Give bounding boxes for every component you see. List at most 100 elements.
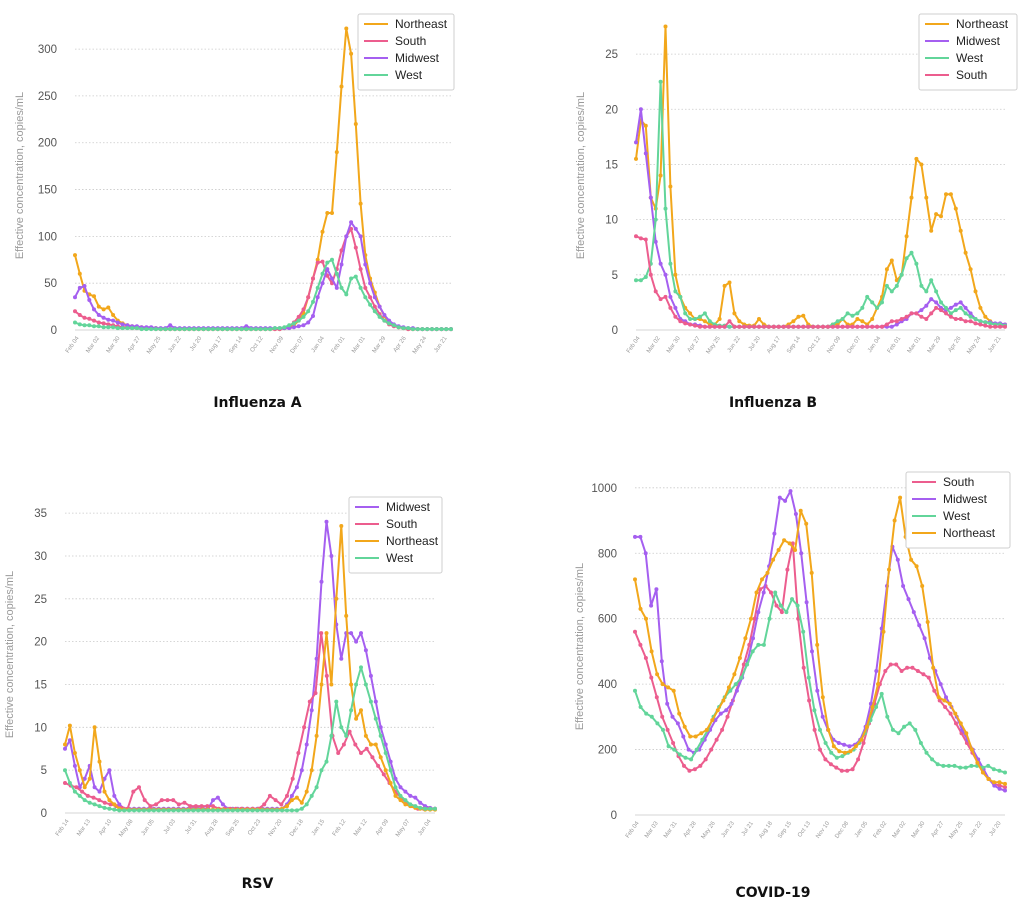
data-point	[654, 587, 659, 592]
data-point	[693, 317, 697, 321]
data-point	[942, 698, 947, 703]
data-point	[151, 808, 156, 813]
data-point	[188, 804, 193, 809]
data-point	[634, 156, 638, 161]
data-point	[638, 606, 643, 611]
data-point	[958, 765, 963, 770]
data-point	[722, 324, 727, 329]
data-point	[727, 324, 732, 329]
data-point	[294, 808, 299, 813]
data-point	[358, 201, 363, 206]
data-point	[341, 742, 346, 747]
data-point	[692, 767, 697, 772]
data-point	[336, 751, 341, 755]
data-point	[643, 151, 648, 156]
x-tick-label: Jan 04	[311, 335, 327, 354]
x-tick-label: Mar 31	[663, 820, 679, 839]
data-point	[97, 804, 102, 809]
data-point	[913, 727, 918, 732]
data-point	[991, 767, 996, 772]
x-tick-label: Sep 25	[225, 818, 241, 838]
data-point	[354, 716, 359, 721]
data-point	[77, 768, 82, 773]
data-point	[773, 590, 778, 595]
covid-19-chart: 0 200 400 600 800 1000 Effective concentration…	[574, 471, 1011, 840]
data-point	[240, 808, 245, 813]
data-point	[876, 682, 880, 687]
data-point	[954, 721, 958, 726]
data-point	[801, 313, 806, 318]
data-point	[781, 324, 786, 329]
data-point	[372, 309, 377, 314]
data-point	[329, 554, 334, 558]
data-point	[693, 734, 698, 739]
data-point	[997, 783, 1002, 788]
data-point	[938, 682, 943, 687]
data-point	[881, 629, 886, 634]
data-point	[728, 688, 733, 693]
data-point	[378, 725, 383, 730]
x-tick-label: Apr 27	[930, 820, 945, 838]
data-point	[671, 688, 676, 693]
data-point	[821, 324, 825, 329]
data-point	[963, 311, 968, 316]
data-point	[963, 305, 968, 310]
data-point	[92, 307, 96, 312]
data-point	[368, 295, 373, 300]
x-tick-label: Aug 17	[766, 335, 782, 355]
data-point	[737, 656, 742, 660]
data-point	[709, 747, 714, 752]
data-point	[391, 323, 396, 328]
legend-label: Northeast	[943, 526, 996, 540]
data-point	[319, 579, 324, 584]
data-point	[253, 327, 258, 332]
data-point	[818, 747, 822, 752]
data-point	[633, 629, 637, 634]
data-point	[884, 283, 889, 288]
legend-label: Midwest	[386, 500, 431, 514]
data-point	[689, 757, 694, 762]
legend-box	[357, 13, 455, 91]
data-point	[80, 789, 85, 794]
data-point	[211, 804, 215, 809]
data-point	[87, 776, 92, 781]
data-point	[63, 742, 67, 747]
data-point	[314, 733, 319, 738]
legend: Midwest South Northeast West	[348, 496, 443, 574]
data-point	[63, 768, 67, 773]
data-point	[870, 705, 875, 709]
data-point	[791, 324, 796, 329]
data-point	[648, 195, 653, 200]
data-point	[845, 768, 850, 773]
data-point	[370, 755, 375, 760]
data-point	[958, 228, 963, 233]
data-point	[761, 590, 766, 595]
data-point	[779, 610, 784, 615]
data-point	[315, 257, 320, 262]
x-tick-label: Jun 21	[433, 335, 449, 354]
data-point	[344, 292, 349, 297]
data-point	[924, 303, 929, 308]
data-point	[807, 698, 812, 703]
data-point	[433, 806, 437, 811]
data-point	[969, 747, 974, 752]
data-point	[668, 294, 673, 299]
data-point	[373, 699, 378, 704]
data-point	[663, 24, 668, 29]
series-line-south	[635, 235, 1005, 328]
data-point	[311, 299, 315, 304]
legend-label: Northeast	[956, 17, 1009, 31]
data-point	[339, 524, 344, 528]
data-point	[211, 798, 215, 803]
data-point	[917, 623, 922, 628]
data-point	[811, 324, 816, 329]
series-line-west	[64, 666, 435, 812]
data-point	[963, 319, 968, 324]
y-axis-label: Effective concentration, copies/mL	[4, 571, 16, 738]
data-point	[137, 808, 141, 813]
data-point	[382, 318, 387, 323]
data-point	[378, 733, 383, 738]
x-tick-label: Apr 28	[683, 820, 698, 838]
data-point	[993, 324, 998, 329]
x-tick-label: Dec 08	[834, 820, 850, 840]
